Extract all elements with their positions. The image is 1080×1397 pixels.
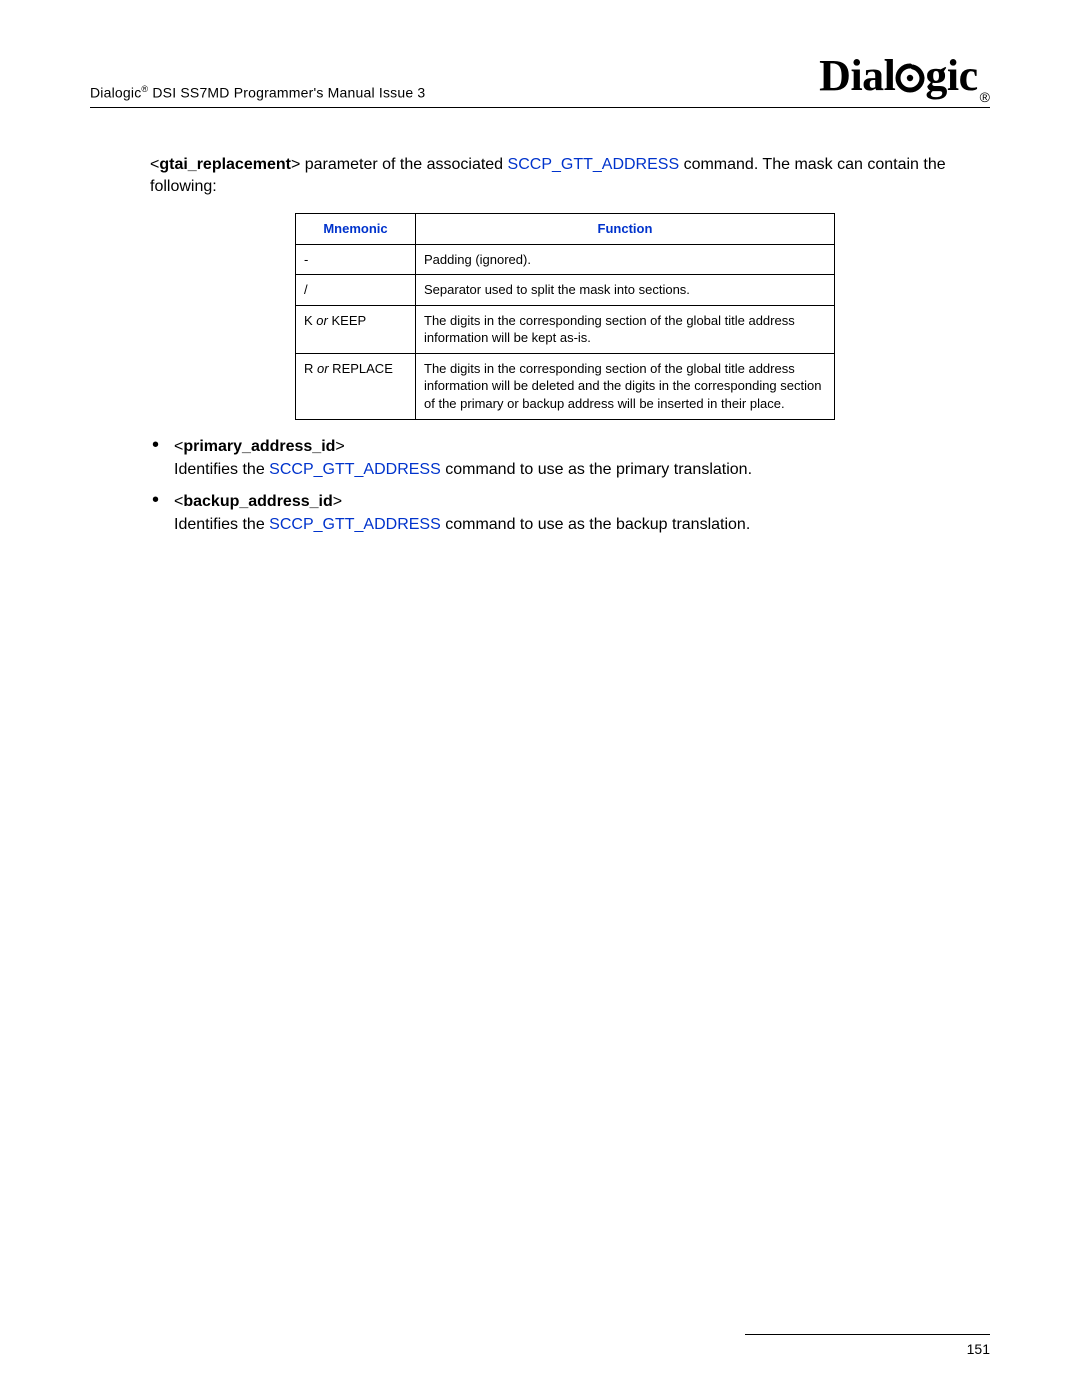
list-item: <primary_address_id> Identifies the SCCP…: [150, 436, 980, 481]
page-header: Dialogic ® DSI SS7MD Programmer's Manual …: [90, 50, 990, 108]
cell-mnemonic: R or REPLACE: [296, 353, 416, 419]
cell-mnemonic: /: [296, 275, 416, 306]
mnemonic-table: Mnemonic Function - Padding (ignored). /…: [295, 213, 835, 419]
cell-function: Padding (ignored).: [416, 244, 835, 275]
cell-function: The digits in the corresponding section …: [416, 305, 835, 353]
col-function: Function: [416, 214, 835, 245]
table-row: R or REPLACE The digits in the correspon…: [296, 353, 835, 419]
page: Dialogic ® DSI SS7MD Programmer's Manual …: [0, 0, 1080, 1397]
param-description: Identifies the SCCP_GTT_ADDRESS command …: [174, 514, 980, 536]
link-sccp-gtt-address[interactable]: SCCP_GTT_ADDRESS: [269, 516, 441, 533]
page-number: 151: [745, 1341, 990, 1357]
param-primary-address-id: primary_address_id: [183, 438, 335, 455]
page-footer: 151: [745, 1334, 990, 1357]
cell-function: Separator used to split the mask into se…: [416, 275, 835, 306]
header-brand: Dialogic: [90, 85, 141, 101]
logo-reg: ®: [980, 89, 990, 105]
logo-o-icon: [895, 50, 925, 101]
cell-mnemonic: K or KEEP: [296, 305, 416, 353]
table-header-row: Mnemonic Function: [296, 214, 835, 245]
link-sccp-gtt-address[interactable]: SCCP_GTT_ADDRESS: [508, 156, 680, 173]
cell-mnemonic: -: [296, 244, 416, 275]
brand-logo: Dialgic®: [819, 50, 990, 101]
param-backup-address-id: backup_address_id: [183, 493, 332, 510]
cell-function: The digits in the corresponding section …: [416, 353, 835, 419]
intro-paragraph: <gtai_replacement> parameter of the asso…: [150, 154, 980, 197]
logo-text: Dialgic: [819, 50, 978, 101]
header-rest: DSI SS7MD Programmer's Manual Issue 3: [148, 85, 425, 101]
param-description: Identifies the SCCP_GTT_ADDRESS command …: [174, 459, 980, 481]
footer-rule: [745, 1334, 990, 1335]
table-row: / Separator used to split the mask into …: [296, 275, 835, 306]
link-sccp-gtt-address[interactable]: SCCP_GTT_ADDRESS: [269, 461, 441, 478]
col-mnemonic: Mnemonic: [296, 214, 416, 245]
page-content: <gtai_replacement> parameter of the asso…: [90, 154, 990, 536]
table-row: K or KEEP The digits in the correspondin…: [296, 305, 835, 353]
list-item: <backup_address_id> Identifies the SCCP_…: [150, 491, 980, 536]
table-row: - Padding (ignored).: [296, 244, 835, 275]
parameter-list: <primary_address_id> Identifies the SCCP…: [150, 436, 980, 536]
header-title: Dialogic® DSI SS7MD Programmer's Manual …: [90, 84, 425, 101]
param-gtai-replacement: gtai_replacement: [159, 156, 291, 173]
